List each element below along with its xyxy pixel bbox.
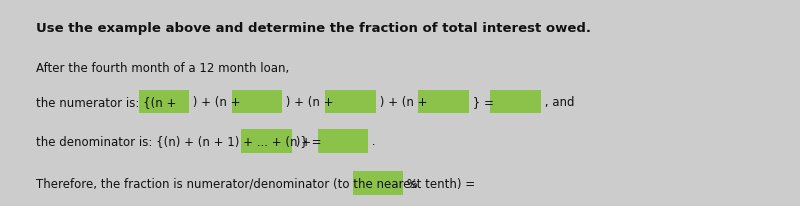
Text: , and: , and (541, 96, 574, 108)
FancyBboxPatch shape (232, 90, 282, 114)
Text: } =: } = (469, 96, 498, 108)
Text: )} =: )} = (292, 135, 325, 147)
Text: Use the example above and determine the fraction of total interest owed.: Use the example above and determine the … (36, 22, 591, 35)
FancyBboxPatch shape (325, 90, 375, 114)
Text: ) + (n +: ) + (n + (189, 96, 244, 108)
FancyBboxPatch shape (490, 90, 541, 114)
FancyBboxPatch shape (353, 171, 403, 195)
Text: After the fourth month of a 12 month loan,: After the fourth month of a 12 month loa… (36, 62, 290, 75)
Text: ) + (n +: ) + (n + (282, 96, 338, 108)
Text: %.: %. (403, 177, 422, 190)
FancyBboxPatch shape (318, 129, 368, 153)
FancyBboxPatch shape (418, 90, 469, 114)
Text: the denominator is: {(n) + (n + 1) + ... + (n +: the denominator is: {(n) + (n + 1) + ...… (36, 135, 315, 147)
FancyBboxPatch shape (138, 90, 189, 114)
Text: Therefore, the fraction is numerator/denominator (to the nearest tenth) =: Therefore, the fraction is numerator/den… (36, 177, 479, 190)
Text: the numerator is: {(n +: the numerator is: {(n + (36, 96, 180, 108)
Text: .: . (368, 135, 375, 147)
FancyBboxPatch shape (242, 129, 292, 153)
Text: ) + (n +: ) + (n + (375, 96, 430, 108)
